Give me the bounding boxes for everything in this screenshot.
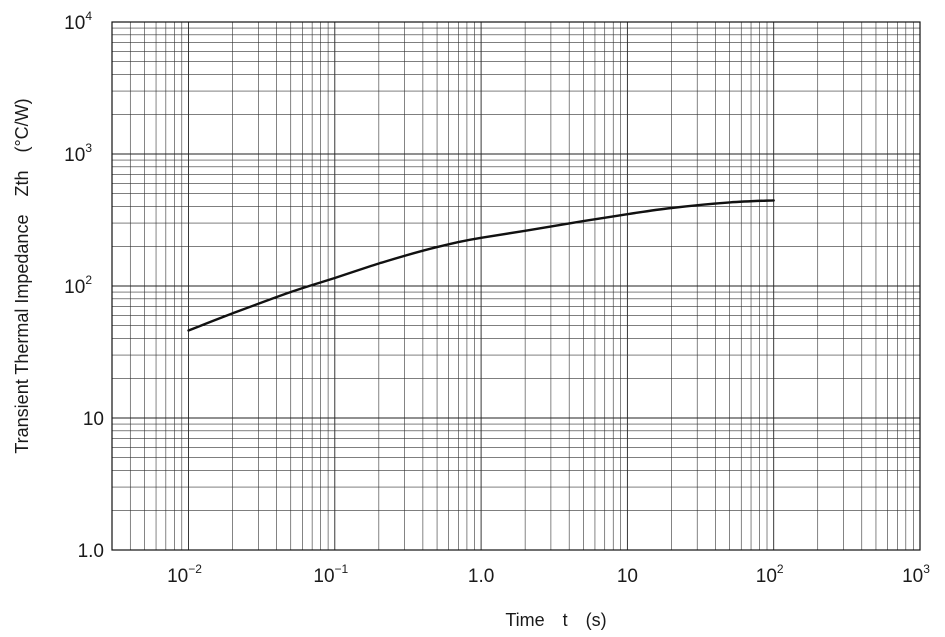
y-axis-title: Transient Thermal Impedance Zth (°C/W) bbox=[12, 98, 32, 453]
y-tick-label: 104 bbox=[64, 9, 92, 34]
x-tick-label: 1.0 bbox=[468, 566, 494, 587]
x-tick-label: 103 bbox=[902, 562, 930, 587]
x-axis-tick-labels: 10−2 10−1 1.0 10 102 103 bbox=[167, 562, 930, 587]
x-axis-title: Time t (s) bbox=[505, 610, 606, 630]
x-tick-label: 10−1 bbox=[313, 562, 348, 587]
series-line-zth bbox=[187, 199, 775, 332]
grid bbox=[111, 21, 921, 551]
x-tick-label: 10 bbox=[617, 566, 638, 587]
y-tick-label: 1.0 bbox=[78, 541, 104, 562]
y-tick-label: 10 bbox=[83, 409, 104, 430]
x-tick-label: 102 bbox=[756, 562, 784, 587]
plot-frame bbox=[111, 21, 921, 551]
y-tick-label: 102 bbox=[64, 273, 92, 298]
x-tick-label: 10−2 bbox=[167, 562, 202, 587]
y-tick-label: 103 bbox=[64, 141, 92, 166]
y-axis-tick-labels: 1.0 10 102 103 104 bbox=[64, 9, 104, 562]
